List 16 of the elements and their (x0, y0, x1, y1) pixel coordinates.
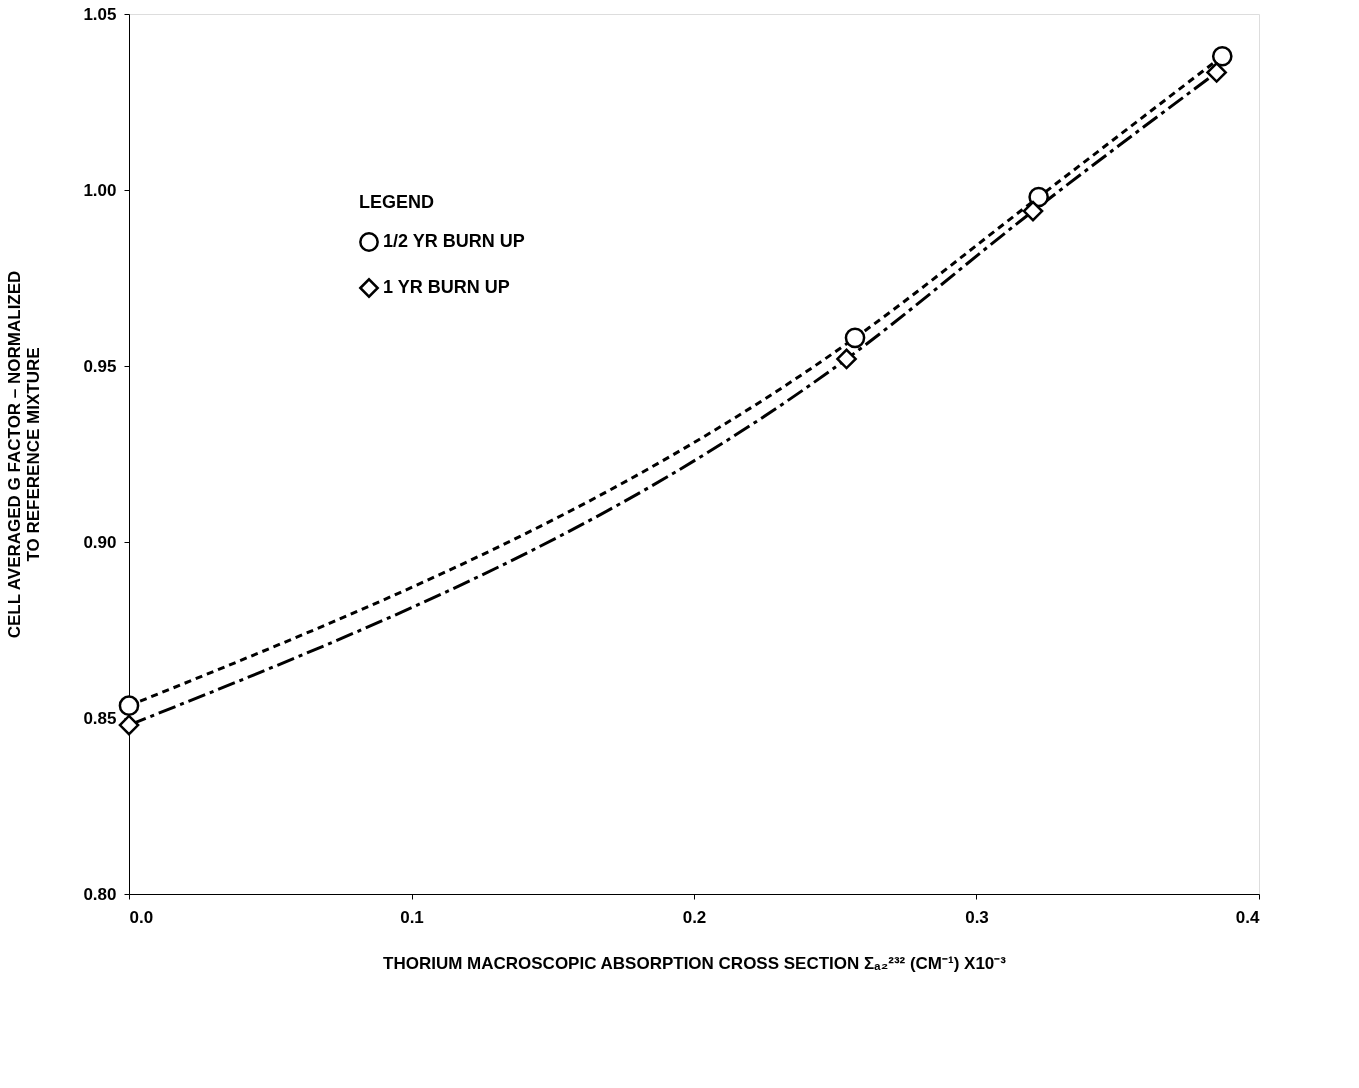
x-tick-label: 0.4 (1235, 907, 1261, 927)
y-tick-label: 0.80 (83, 884, 117, 904)
x-tick-label: 0.3 (965, 907, 989, 927)
x-tick-label: 0.0 (129, 907, 154, 927)
x-axis-title: THORIUM MACROSCOPIC ABSORPTION CROSS SECTION Σₐ₂²³² (CM⁻¹) X10⁻³ (383, 953, 1007, 973)
legend-title: LEGEND (359, 192, 435, 212)
y-tick-label: 0.95 (83, 356, 117, 376)
x-tick-label: 0.2 (682, 907, 707, 927)
y-tick-label: 0.85 (83, 708, 117, 728)
y-tick-label: 0.90 (83, 532, 117, 552)
y-tick-label: 1.00 (83, 180, 117, 200)
y-axis-title: CELL AVERAGED G FACTOR – NORMALIZED TO REFERENCE MIXTURE (5, 270, 44, 639)
legend-label: 1 YR BURN UP (383, 277, 510, 297)
x-tick-label: 0.1 (400, 907, 424, 927)
y-tick-label: 1.05 (83, 4, 117, 24)
legend-label: 1/2 YR BURN UP (383, 231, 525, 251)
